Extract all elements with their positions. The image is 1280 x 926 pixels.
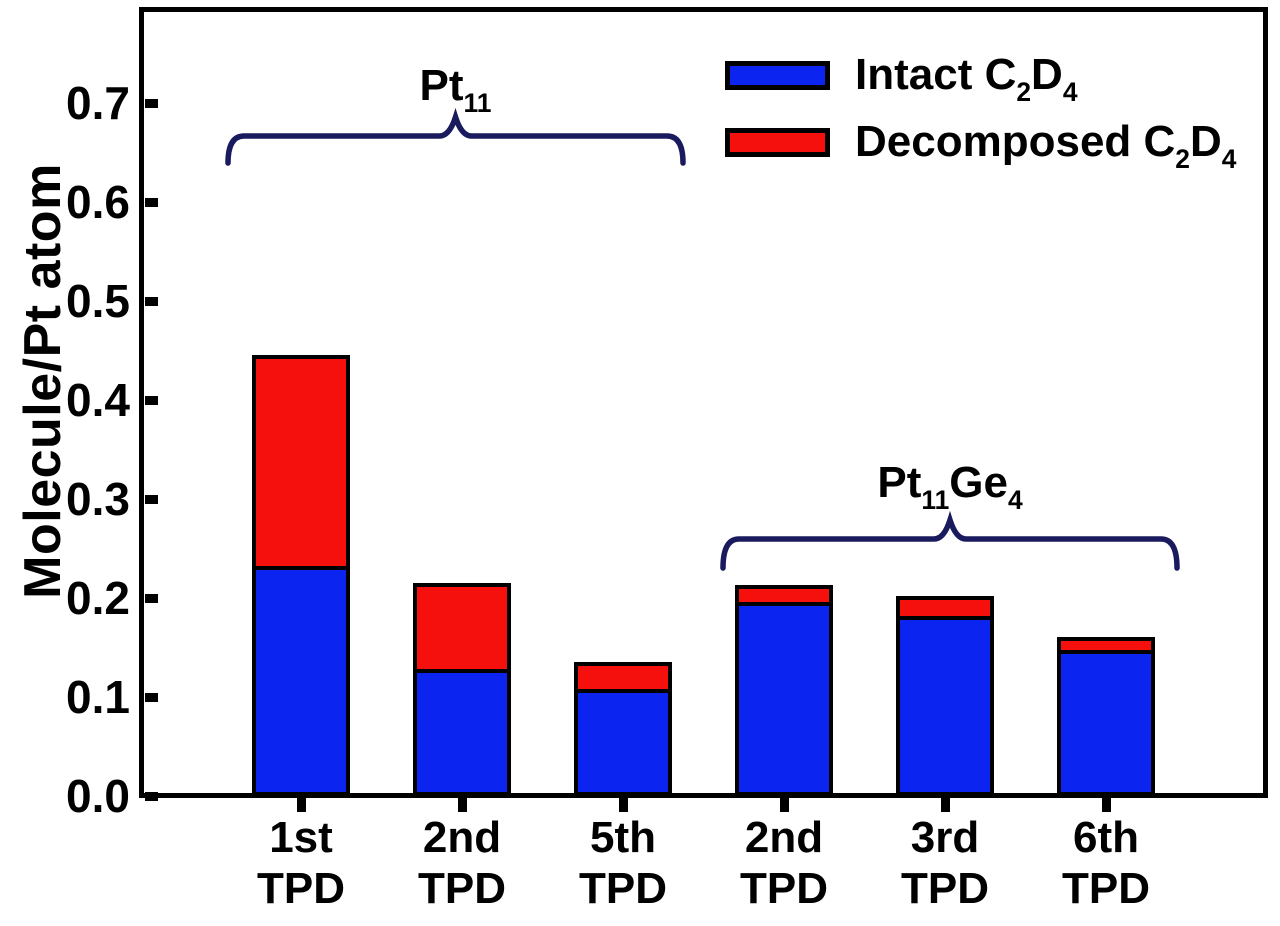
y-tick <box>145 792 158 801</box>
bar-segment-decomposed <box>1061 641 1151 654</box>
legend: Intact C2D4 Decomposed C2D4 <box>725 50 1237 174</box>
x-category-label-6: 6th TPD <box>1062 813 1150 913</box>
x-tick <box>941 798 950 812</box>
bar-segment-decomposed <box>256 359 346 570</box>
bar-segment-decomposed <box>739 589 829 606</box>
y-tick-label: 0.7 <box>66 77 130 129</box>
y-tick-label: 0.4 <box>66 374 130 426</box>
x-tick <box>458 798 467 812</box>
stacked-bar-1 <box>252 355 350 796</box>
plot-frame <box>139 7 1268 798</box>
y-tick <box>145 297 158 306</box>
legend-label: Intact C2D4 <box>855 50 1078 107</box>
legend-swatch-intact <box>725 60 830 90</box>
y-tick-label: 0.1 <box>66 671 130 723</box>
group-label-Pt11Ge4: Pt11Ge4 <box>877 458 1023 515</box>
x-category-label-3: 5th TPD <box>579 813 667 913</box>
y-tick-label: 0.5 <box>66 275 130 327</box>
y-tick-label: 0.3 <box>66 473 130 525</box>
bar-segment-decomposed <box>417 587 507 673</box>
y-tick <box>145 396 158 405</box>
y-tick <box>145 594 158 603</box>
x-category-label-1: 1st TPD <box>257 813 345 913</box>
group-label-Pt11: Pt11 <box>419 61 492 118</box>
legend-label: Decomposed C2D4 <box>855 117 1237 174</box>
x-tick <box>780 798 789 812</box>
stacked-bar-5 <box>896 596 994 796</box>
x-category-label-4: 2nd TPD <box>740 813 828 913</box>
stacked-bar-6 <box>1057 637 1155 796</box>
x-category-label-5: 3rd TPD <box>901 813 989 913</box>
legend-item-decomposed: Decomposed C2D4 <box>725 117 1237 174</box>
y-tick <box>145 198 158 207</box>
x-tick <box>1102 798 1111 812</box>
y-tick-label: 0.6 <box>66 176 130 228</box>
y-tick <box>145 495 158 504</box>
stacked-bar-3 <box>574 662 672 796</box>
y-tick-label: 0.0 <box>66 770 130 822</box>
x-tick <box>619 798 628 812</box>
legend-item-intact: Intact C2D4 <box>725 50 1236 107</box>
legend-swatch-decomposed <box>725 127 830 157</box>
y-tick <box>145 693 158 702</box>
y-tick-label: 0.2 <box>66 572 130 624</box>
x-tick <box>297 798 306 812</box>
stacked-bar-4 <box>735 585 833 796</box>
bar-segment-decomposed <box>900 600 990 620</box>
x-category-label-2: 2nd TPD <box>418 813 506 913</box>
stacked-bar-2 <box>413 583 511 796</box>
y-tick <box>145 99 158 108</box>
bar-segment-decomposed <box>578 666 668 693</box>
